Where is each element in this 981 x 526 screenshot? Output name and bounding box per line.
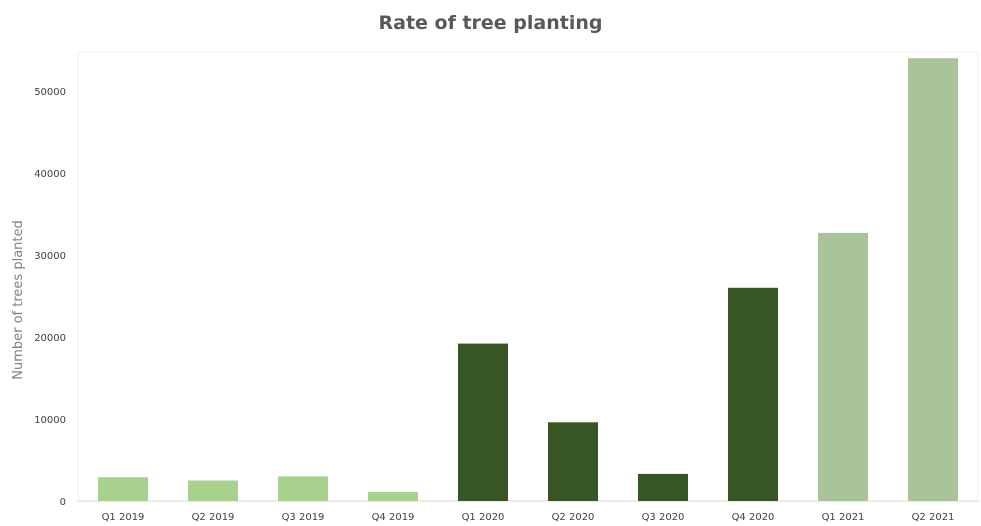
x-tick-label: Q1 2020 (462, 512, 505, 523)
x-tick-label: Q2 2021 (912, 512, 955, 523)
y-tick-label: 20000 (34, 333, 66, 344)
bar-q1-2020 (458, 343, 508, 501)
x-tick-label: Q4 2020 (732, 512, 775, 523)
y-tick-label: 50000 (34, 87, 66, 98)
x-tick-label: Q1 2021 (822, 512, 865, 523)
bar-q2-2020 (548, 422, 598, 501)
x-tick-label: Q3 2020 (642, 512, 685, 523)
x-tick-label: Q2 2019 (192, 512, 235, 523)
chart-title: Rate of tree planting (378, 12, 603, 34)
bar-q4-2020 (728, 287, 778, 501)
y-tick-label: 40000 (34, 169, 66, 180)
x-tick-label: Q3 2019 (282, 512, 325, 523)
bar-q3-2020 (638, 473, 688, 501)
y-tick-label: 0 (60, 497, 66, 508)
bar-q2-2021 (908, 58, 958, 501)
x-tick-label: Q1 2019 (102, 512, 145, 523)
y-tick-label: 10000 (34, 415, 66, 426)
bar-q2-2019 (188, 480, 238, 501)
y-axis-label: Number of trees planted (11, 220, 26, 380)
bar-q4-2019 (368, 492, 418, 501)
bar-q3-2019 (278, 476, 328, 501)
x-tick-label: Q2 2020 (552, 512, 595, 523)
y-tick-label: 30000 (34, 251, 66, 262)
x-tick-label: Q4 2019 (372, 512, 415, 523)
bar-q1-2021 (818, 232, 868, 501)
bar-q1-2019 (98, 477, 148, 501)
